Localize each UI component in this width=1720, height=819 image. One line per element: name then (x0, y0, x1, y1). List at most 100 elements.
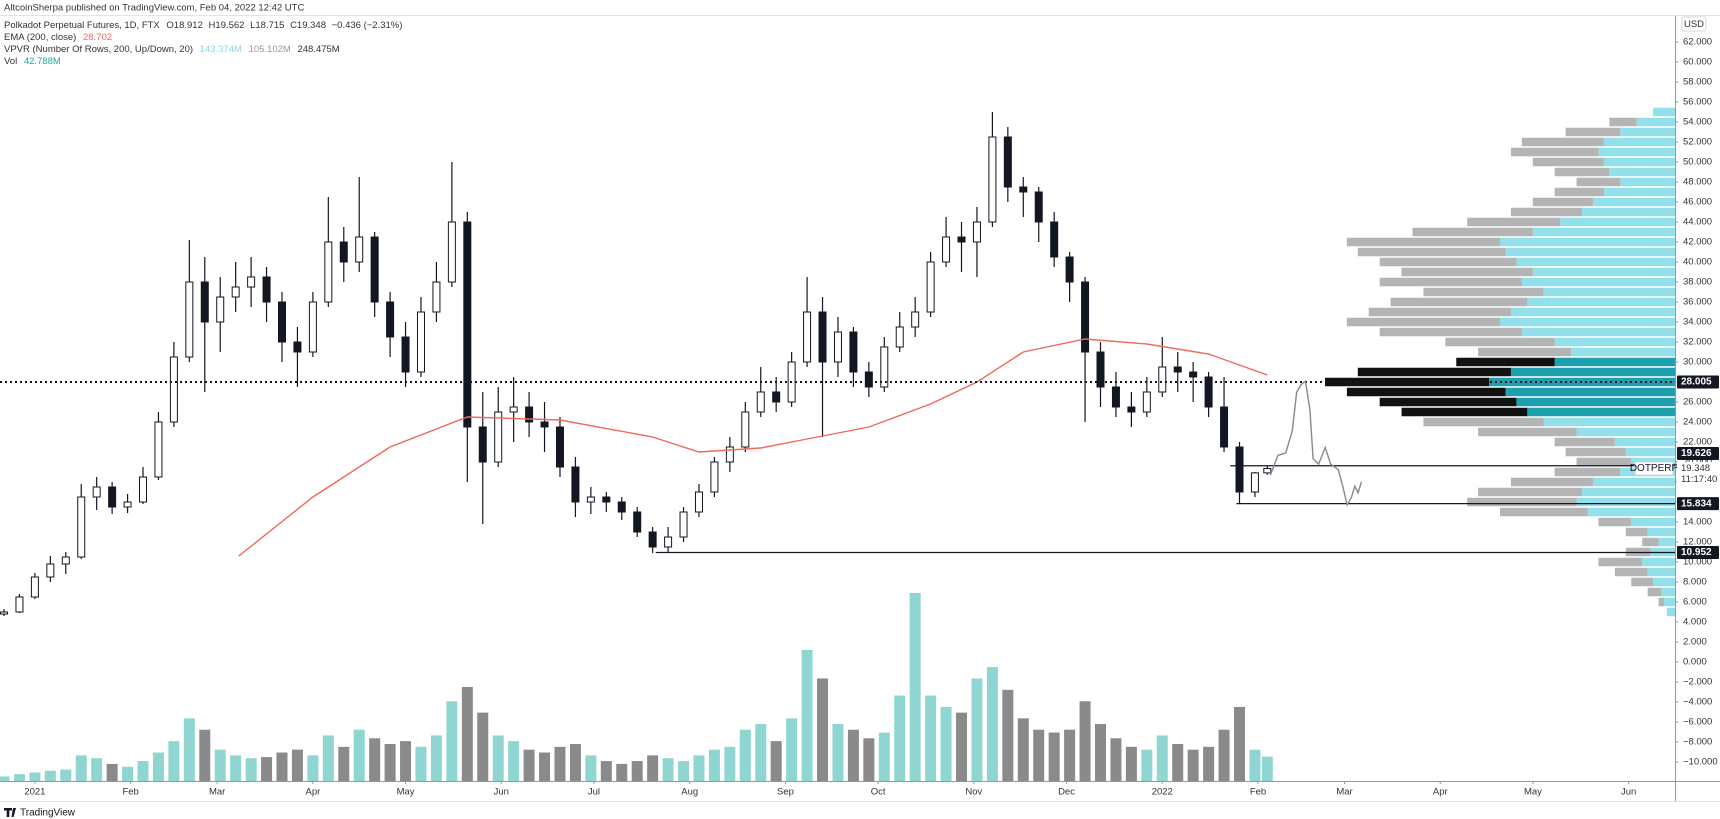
volume-bar (1125, 746, 1137, 781)
profile-down (1576, 457, 1632, 467)
volume-bar (230, 755, 242, 781)
y-tick-label: 38.000 (1683, 277, 1712, 288)
y-tick-label: 48.000 (1683, 177, 1712, 188)
level-badge (1677, 545, 1719, 559)
profile-down (1565, 447, 1626, 457)
x-tick-label: Jun (494, 787, 509, 798)
volume-bar (1249, 749, 1261, 781)
profile-up (1505, 387, 1675, 397)
profile-down (1357, 367, 1511, 377)
currency-box[interactable] (1681, 16, 1707, 32)
vol-value: 42.788M (24, 56, 61, 67)
volume-bar (384, 743, 396, 781)
candle-body (370, 236, 379, 303)
candle-body (1034, 191, 1043, 223)
volume-bar (1233, 706, 1245, 781)
candle-body (617, 501, 626, 513)
last-price-label: 19.348 (1681, 463, 1710, 474)
candle-body (123, 501, 132, 508)
level-badge-label: 15.834 (1681, 498, 1712, 509)
volume-bar (817, 678, 829, 781)
profile-down (1390, 297, 1528, 307)
y-tick-label: 42.000 (1683, 237, 1712, 248)
volume-bar (353, 729, 365, 781)
vol-label: Vol (4, 56, 17, 67)
profile-down (1379, 277, 1522, 287)
profile-down (1598, 557, 1643, 567)
volume-bar (724, 746, 736, 781)
legend-symbol: Polkadot Perpetual Futures, 1D, FTX O18.… (4, 20, 402, 31)
volume-bar (13, 774, 25, 781)
legend-ema: EMA (200, close) 28.702 (4, 32, 112, 43)
profile-up (1647, 527, 1675, 537)
y-tick-label: 26.000 (1683, 397, 1712, 408)
profile-up (1532, 267, 1675, 277)
profile-up (1642, 557, 1675, 567)
candle-body (756, 391, 765, 413)
volume-bar (631, 761, 643, 781)
candle-body (46, 563, 55, 578)
y-tick-label: 12.000 (1683, 537, 1712, 548)
volume-bar (569, 743, 581, 781)
volume-bar (678, 761, 690, 781)
volume-bar (307, 755, 319, 781)
candle-body (1263, 468, 1272, 474)
profile-down (1379, 257, 1517, 267)
currency-label[interactable]: USD (1684, 19, 1704, 30)
y-tick-label: 4.000 (1683, 617, 1707, 628)
volume-bar (847, 729, 859, 781)
candle-body (169, 356, 178, 423)
brand-logo: TradingView (4, 808, 76, 819)
volume-bar (894, 695, 906, 781)
volume-bar (430, 735, 442, 781)
profile-up (1516, 257, 1675, 267)
volume-bar (1110, 738, 1122, 781)
profile-up (1636, 117, 1675, 127)
profile-down (1565, 127, 1621, 137)
profile-up (1609, 167, 1675, 177)
last-price-badge (1677, 462, 1719, 487)
vpvr-label: VPVR (Number Of Rows, 200, Up/Down, 20) (4, 44, 193, 55)
candle-body (432, 281, 441, 313)
symbol-tag (1634, 461, 1674, 476)
profile-down (1598, 517, 1632, 527)
y-tick-label: 62.000 (1683, 37, 1712, 48)
x-tick-label: May (1524, 787, 1542, 798)
candle-body (463, 221, 472, 428)
profile-down (1445, 337, 1555, 347)
profile-up (1625, 447, 1675, 457)
ohlc-high: H19.562 (209, 20, 245, 31)
candle-body (586, 496, 595, 503)
profile-down (1379, 327, 1522, 337)
profile-down (1401, 267, 1533, 277)
candle-body (864, 371, 873, 388)
candle-body (355, 236, 364, 263)
candle-body (293, 341, 302, 353)
candle-body (895, 326, 904, 348)
candle-body (911, 311, 920, 328)
y-tick-label: −2.000 (1683, 677, 1712, 688)
volume-bar (322, 735, 334, 781)
volume-bar (662, 758, 674, 781)
x-tick-label: May (397, 787, 415, 798)
candle-body (1003, 136, 1012, 188)
profile-down (1325, 377, 1490, 387)
volume-bar (338, 746, 350, 781)
profile-down (1510, 477, 1593, 487)
candle-body (386, 301, 395, 338)
volume-bar (245, 758, 257, 781)
profile-down (1412, 227, 1533, 237)
volume-bar (508, 741, 520, 781)
candle-body (1096, 351, 1105, 388)
volume-bar (152, 752, 164, 781)
volume-bar (878, 732, 890, 781)
volume-bar (415, 746, 427, 781)
profile-up (1658, 537, 1675, 547)
candle-body (664, 536, 673, 548)
profile-up (1587, 507, 1675, 517)
profile-up (1666, 607, 1675, 617)
profile-up (1661, 587, 1675, 597)
volume-bar (600, 761, 612, 781)
x-tick-label: Apr (1433, 787, 1448, 798)
profile-up (1631, 517, 1675, 527)
